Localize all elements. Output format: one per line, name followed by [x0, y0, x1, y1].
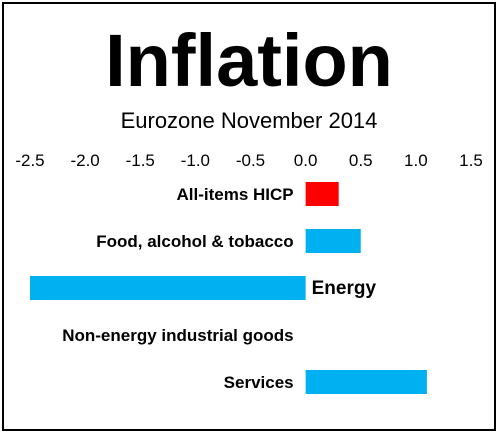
chart-svg: Inflation Eurozone November 2014 -2.5 -2.…: [15, 19, 483, 394]
bar: [30, 276, 306, 300]
x-tick-label: 1.5: [459, 151, 483, 170]
x-tick-label: -0.5: [236, 151, 265, 170]
category-label: Energy: [312, 278, 377, 299]
category-label: Food, alcohol & tobacco: [96, 232, 293, 251]
bars: [30, 182, 427, 394]
x-tick-label: 1.0: [404, 151, 428, 170]
x-tick-label: 0.0: [294, 151, 318, 170]
category-labels: All-items HICP Food, alcohol & tobacco Ene…: [62, 185, 376, 392]
x-axis-ticks: -2.5 -2.0 -1.5 -1.0 -0.5 0.0 0.5 1.0 1.5: [15, 151, 482, 170]
category-label: All-items HICP: [176, 185, 293, 204]
x-tick-label: 0.5: [349, 151, 373, 170]
x-tick-label: -2.0: [70, 151, 99, 170]
chart-title: Inflation: [105, 19, 393, 102]
x-tick-label: -2.5: [15, 151, 44, 170]
bar: [305, 229, 361, 253]
bar: [305, 370, 427, 394]
chart-subtitle: Eurozone November 2014: [121, 108, 378, 133]
x-tick-label: -1.5: [126, 151, 155, 170]
bar: [305, 182, 339, 206]
x-tick-label: -1.0: [181, 151, 210, 170]
category-label: Non-energy industrial goods: [62, 326, 293, 345]
category-label: Services: [224, 373, 294, 392]
